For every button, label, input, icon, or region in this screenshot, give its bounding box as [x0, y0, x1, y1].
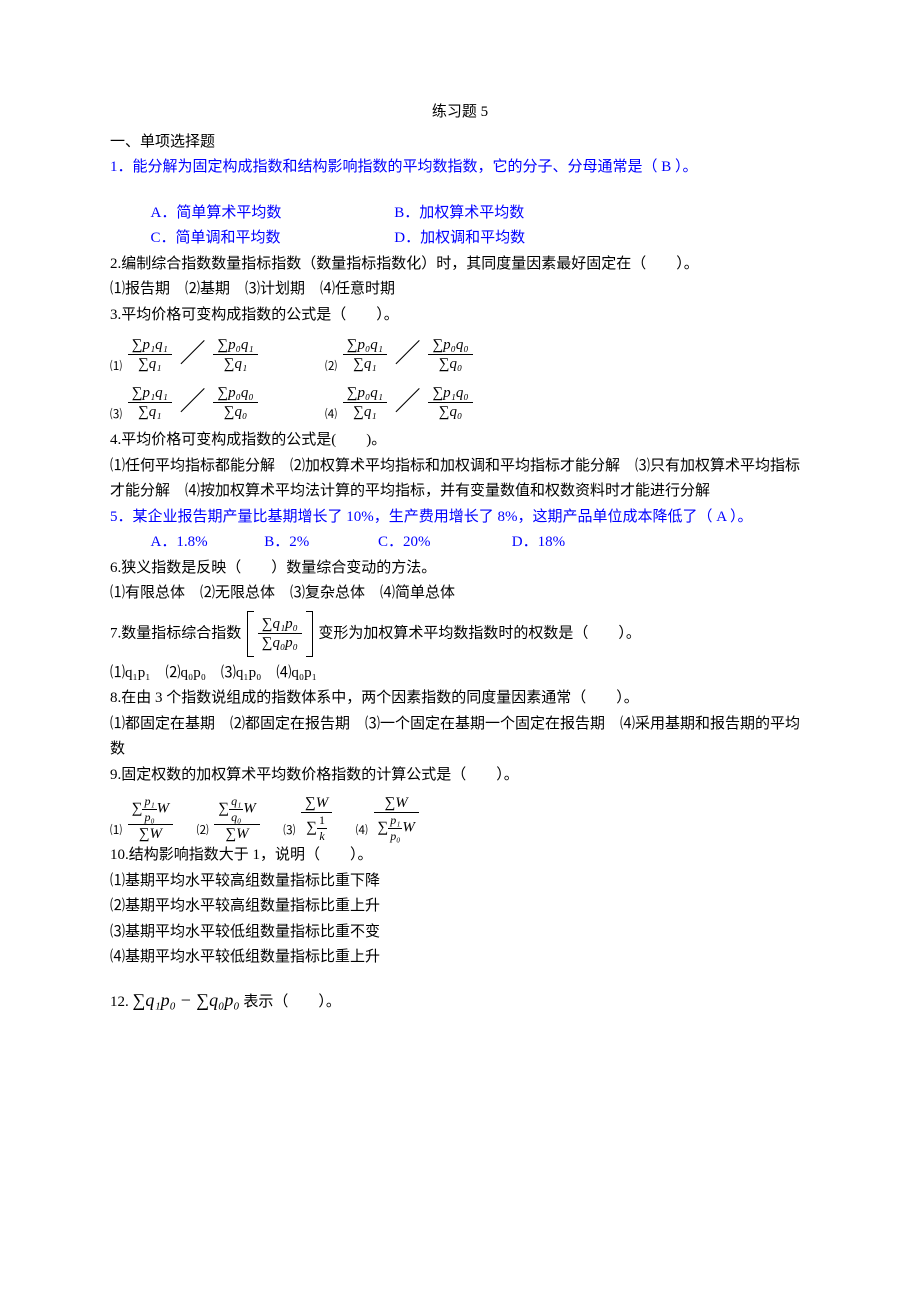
bracket-left-icon [247, 611, 254, 657]
q12-pre: 12. [110, 994, 133, 1010]
q2-text: 2.编制综合指数数量指标指数（数量指标指数化）时，其同度量因素最好固定在（ ）。 [110, 252, 810, 278]
q9-f1: ∑p₁p₀W ∑W [128, 794, 173, 843]
q5-text: 5．某企业报告期产量比基期增长了 10%，生产费用增长了 8%，这期产品单位成本… [110, 505, 810, 531]
q4-text: 4.平均价格可变构成指数的公式是( )。 [110, 428, 810, 454]
q3-frac-1b: ∑p₀q₁ ∑q₁ [213, 336, 257, 373]
q4-options: ⑴任何平均指标都能分解 ⑵加权算术平均指标和加权调和平均指标才能分解 ⑶只有加权… [110, 454, 810, 505]
q5-options: A．1.8% B．2% C．20% D．18% [110, 530, 810, 556]
q5-opt-a: A．1.8% [151, 530, 261, 556]
section-heading: 一、单项选择题 [110, 130, 810, 156]
q7-pre: 7.数量指标综合指数 [110, 625, 241, 641]
q1-options-row1: A．简单算术平均数 B．加权算术平均数 [110, 201, 810, 227]
q9-f3: ∑W ∑1k [301, 794, 332, 843]
bracket-right-icon [306, 611, 313, 657]
q9-label-1: ⑴ [110, 823, 124, 837]
q7-line: 7.数量指标综合指数 ∑q₁p₀ ∑q₀p₀ 变形为加权算术平均数指数时的权数是… [110, 611, 810, 657]
q3-label-4: ⑷ [325, 407, 339, 421]
q6-options: ⑴有限总体 ⑵无限总体 ⑶复杂总体 ⑷简单总体 [110, 581, 810, 607]
q1-options-row2: C．简单调和平均数 D．加权调和平均数 [110, 226, 810, 252]
q10-opt2: ⑵基期平均水平较高组数量指标比重上升 [110, 894, 810, 920]
q3-text: 3.平均价格可变构成指数的公式是（ ）。 [110, 303, 810, 329]
slash-icon: ／ [176, 339, 210, 368]
q12-line: 12. ∑q₁p₀ − ∑q₀p₀ 表示（ ）。 [110, 985, 810, 1016]
q1-opt-d: D．加权调和平均数 [394, 226, 634, 252]
q10-opt3: ⑶基期平均水平较低组数量指标比重不变 [110, 920, 810, 946]
q9-f4: ∑W ∑p₁p₀W [374, 794, 419, 843]
q10-opt1: ⑴基期平均水平较高组数量指标比重下降 [110, 869, 810, 895]
q3-frac-3a: ∑p₁q₁ ∑q₁ [128, 384, 172, 421]
page-title: 练习题 5 [110, 100, 810, 126]
q7-options: ⑴q₁p₁ ⑵q₀p₀ ⑶q₁p₀ ⑷q₀p₁ [110, 661, 810, 687]
q9-f2: ∑q₁q₀W ∑W [214, 794, 259, 843]
q8-options: ⑴都固定在基期 ⑵都固定在报告期 ⑶一个固定在基期一个固定在报告期 ⑷采用基期和… [110, 712, 810, 763]
q9-label-3: ⑶ [283, 823, 297, 837]
q1-opt-b: B．加权算术平均数 [394, 201, 634, 227]
q1-opt-c: C．简单调和平均数 [151, 226, 391, 252]
q12-expr-b: ∑q₀p₀ [196, 990, 239, 1010]
q3-formulas-row2: ⑶ ∑p₁q₁ ∑q₁ ／ ∑p₀q₀ ∑q₀ ⑷ ∑p₀q₁ ∑q₁ ／ ∑p… [110, 380, 810, 424]
q2-options: ⑴报告期 ⑵基期 ⑶计划期 ⑷任意时期 [110, 277, 810, 303]
minus-icon: − [180, 990, 197, 1010]
q3-frac-2b: ∑p₀q₀ ∑q₀ [428, 336, 472, 373]
q12-expr-a: ∑q₁p₀ [133, 990, 176, 1010]
q9-text: 9.固定权数的加权算术平均数价格指数的计算公式是（ ）。 [110, 763, 810, 789]
q9-formulas: ⑴ ∑p₁p₀W ∑W ⑵ ∑q₁q₀W ∑W ⑶ ∑W ∑1k ⑷ ∑W ∑p… [110, 794, 810, 843]
q1-text: 1．能分解为固定构成指数和结构影响指数的平均数指数，它的分子、分母通常是（ B … [110, 155, 810, 181]
q1-opt-a: A．简单算术平均数 [151, 201, 391, 227]
q12-post: 表示（ ）。 [243, 994, 341, 1010]
q9-label-2: ⑵ [197, 823, 211, 837]
q10-opt4: ⑷基期平均水平较低组数量指标比重上升 [110, 945, 810, 971]
q7-frac: ∑q₁p₀ ∑q₀p₀ [258, 615, 302, 652]
q5-opt-c: C．20% [378, 530, 508, 556]
slash-icon: ／ [391, 339, 425, 368]
q3-frac-1a: ∑p₁q₁ ∑q₁ [128, 336, 172, 373]
q9-label-4: ⑷ [356, 823, 370, 837]
slash-icon: ／ [391, 387, 425, 416]
q3-frac-4a: ∑p₀q₁ ∑q₁ [343, 384, 387, 421]
q10-text: 10.结构影响指数大于 1，说明（ ）。 [110, 843, 810, 869]
q3-frac-4b: ∑p₁q₀ ∑q₀ [428, 384, 472, 421]
q5-opt-b: B．2% [264, 530, 374, 556]
q3-label-2: ⑵ [325, 359, 339, 373]
q3-frac-3b: ∑p₀q₀ ∑q₀ [213, 384, 257, 421]
q3-label-1: ⑴ [110, 359, 124, 373]
q3-label-3: ⑶ [110, 407, 124, 421]
q6-text: 6.狭义指数是反映（ ）数量综合变动的方法。 [110, 556, 810, 582]
q8-text: 8.在由 3 个指数说组成的指数体系中，两个因素指数的同度量因素通常（ ）。 [110, 686, 810, 712]
q3-frac-2a: ∑p₀q₁ ∑q₁ [343, 336, 387, 373]
slash-icon: ／ [176, 387, 210, 416]
q5-opt-d: D．18% [512, 530, 622, 556]
q3-formulas-row1: ⑴ ∑p₁q₁ ∑q₁ ／ ∑p₀q₁ ∑q₁ ⑵ ∑p₀q₁ ∑q₁ ／ ∑p… [110, 332, 810, 376]
q7-post: 变形为加权算术平均数指数时的权数是（ ）。 [318, 625, 641, 641]
